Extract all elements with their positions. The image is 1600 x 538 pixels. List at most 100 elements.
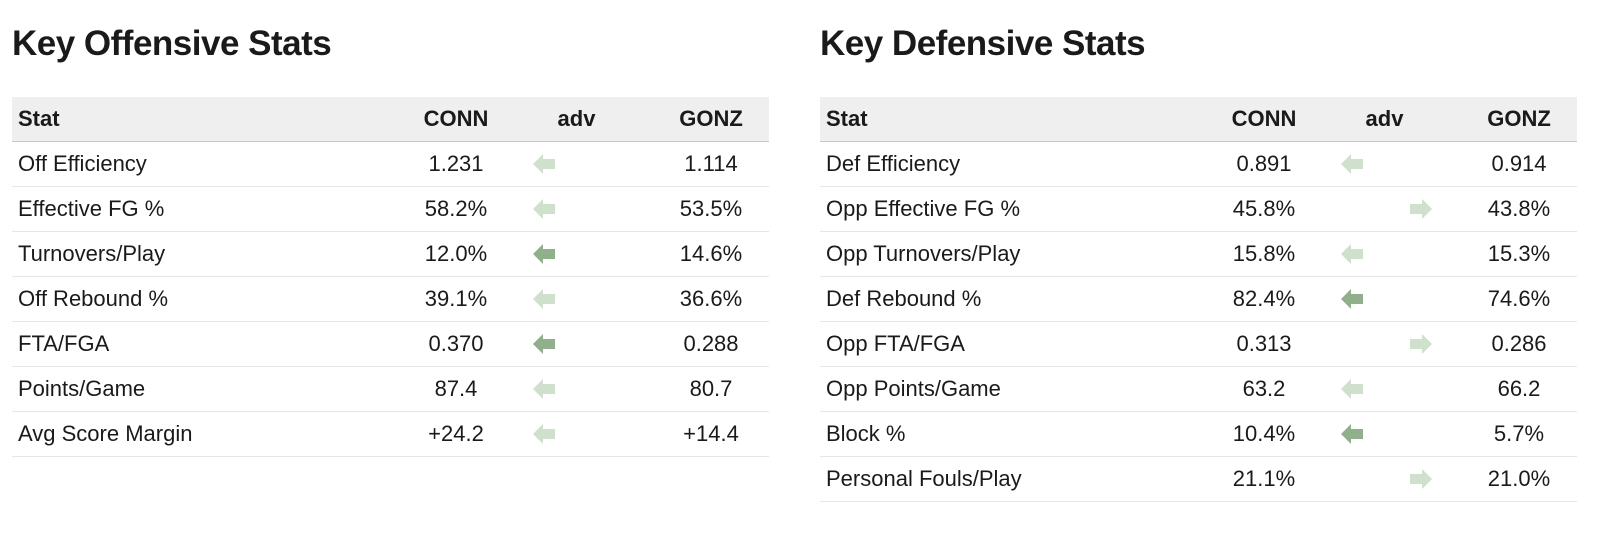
arrow-left-icon [533, 333, 555, 354]
stat-label: Def Efficiency [826, 150, 961, 176]
conn-value: 1.231 [428, 150, 484, 176]
stat-label: Block % [826, 420, 906, 446]
gonz-value: 43.8% [1487, 195, 1551, 221]
gonz-value: 66.2 [1497, 375, 1541, 401]
table-row: Turnovers/Play 12.0% 14.6% [12, 231, 769, 276]
conn-value: 39.1% [424, 285, 488, 311]
advantage-cell [1308, 141, 1461, 186]
advantage-cell [1308, 456, 1461, 501]
conn-value: 63.2 [1242, 375, 1286, 401]
conn-value: 21.1% [1232, 465, 1296, 491]
gonz-value: 0.288 [683, 330, 739, 356]
gonz-value: 74.6% [1487, 285, 1551, 311]
arrow-left-icon [533, 378, 555, 399]
stat-label: Points/Game [18, 375, 146, 401]
stat-label: Opp Turnovers/Play [826, 240, 1021, 266]
stat-label: Effective FG % [18, 195, 165, 221]
table-row: Off Efficiency 1.231 1.114 [12, 141, 769, 186]
conn-column-header: CONN [1220, 97, 1308, 142]
table-row: Off Rebound % 39.1% 36.6% [12, 276, 769, 321]
arrow-left-icon [1341, 243, 1363, 264]
advantage-cell [1308, 186, 1461, 231]
gonz-value: 36.6% [679, 285, 743, 311]
gonz-value: 1.114 [684, 150, 738, 176]
conn-value: 58.2% [424, 195, 488, 221]
gonz-value: 5.7% [1493, 420, 1545, 446]
gonz-column-header: GONZ [1461, 97, 1577, 142]
conn-value: 15.8% [1232, 240, 1296, 266]
table-row: Block % 10.4% 5.7% [820, 411, 1577, 456]
offensive-stats-title: Key Offensive Stats [12, 24, 332, 63]
stat-column-header: Stat [12, 97, 412, 142]
defensive-stats-table: Stat CONN adv GONZ Def Efficiency 0.891 0.… [820, 97, 1577, 502]
adv-column-header: adv [1308, 97, 1461, 142]
stat-label: Avg Score Margin [18, 420, 193, 446]
advantage-cell [500, 366, 653, 411]
arrow-left-icon [533, 153, 555, 174]
conn-value: 10.4% [1232, 420, 1296, 446]
defensive-stats-panel: Key Defensive Stats Stat CONN adv GONZ D… [820, 0, 1577, 502]
gonz-value: 80.7 [689, 375, 733, 401]
table-row: FTA/FGA 0.370 0.288 [12, 321, 769, 366]
table-header-row: Stat CONN adv GONZ [820, 97, 1577, 142]
table-row: Personal Fouls/Play 21.1% 21.0% [820, 456, 1577, 501]
stat-label: Def Rebound % [826, 285, 982, 311]
stat-label: Opp FTA/FGA [826, 330, 965, 356]
stat-label: Off Rebound % [18, 285, 169, 311]
table-row: Def Rebound % 82.4% 74.6% [820, 276, 1577, 321]
advantage-cell [500, 321, 653, 366]
gonz-value: +14.4 [683, 420, 739, 446]
stat-label: Opp Points/Game [826, 375, 1001, 401]
table-row: Effective FG % 58.2% 53.5% [12, 186, 769, 231]
stat-label: Opp Effective FG % [826, 195, 1021, 221]
table-row: Avg Score Margin +24.2 +14.4 [12, 411, 769, 456]
arrow-right-icon [1410, 333, 1432, 354]
conn-value: 0.370 [428, 330, 484, 356]
gonz-column-header: GONZ [653, 97, 769, 142]
advantage-cell [500, 411, 653, 456]
advantage-cell [1308, 321, 1461, 366]
advantage-cell [1308, 276, 1461, 321]
arrow-left-icon [1341, 288, 1363, 309]
adv-column-header: adv [500, 97, 653, 142]
gonz-value: 14.6% [679, 240, 743, 266]
arrow-left-icon [533, 198, 555, 219]
gonz-value: 21.0% [1487, 465, 1551, 491]
conn-value: 0.891 [1236, 150, 1292, 176]
arrow-right-icon [1410, 198, 1432, 219]
conn-column-header: CONN [412, 97, 500, 142]
advantage-cell [500, 186, 653, 231]
conn-value: 82.4% [1232, 285, 1296, 311]
stat-label: Personal Fouls/Play [826, 465, 1022, 491]
offensive-stats-table: Stat CONN adv GONZ Off Efficiency 1.231 1.… [12, 97, 769, 457]
conn-value: 0.313 [1236, 330, 1292, 356]
stat-label: FTA/FGA [18, 330, 110, 356]
stat-label: Off Efficiency [18, 150, 147, 176]
gonz-value: 53.5% [679, 195, 743, 221]
advantage-cell [1308, 231, 1461, 276]
stat-label: Turnovers/Play [18, 240, 166, 266]
advantage-cell [500, 231, 653, 276]
gonz-value: 15.3% [1487, 240, 1551, 266]
advantage-cell [1308, 366, 1461, 411]
arrow-left-icon [533, 423, 555, 444]
arrow-left-icon [533, 243, 555, 264]
gonz-value: 0.914 [1491, 150, 1547, 176]
conn-value: +24.2 [428, 420, 484, 446]
arrow-right-icon [1410, 468, 1432, 489]
offensive-stats-panel: Key Offensive Stats Stat CONN adv GONZ O… [12, 0, 769, 457]
defensive-stats-title: Key Defensive Stats [820, 24, 1146, 63]
conn-value: 45.8% [1232, 195, 1296, 221]
table-header-row: Stat CONN adv GONZ [12, 97, 769, 142]
arrow-left-icon [1341, 378, 1363, 399]
table-row: Def Efficiency 0.891 0.914 [820, 141, 1577, 186]
advantage-cell [1308, 411, 1461, 456]
conn-value: 12.0% [424, 240, 488, 266]
table-row: Opp Turnovers/Play 15.8% 15.3% [820, 231, 1577, 276]
advantage-cell [500, 141, 653, 186]
arrow-left-icon [1341, 423, 1363, 444]
arrow-left-icon [1341, 153, 1363, 174]
table-row: Opp Effective FG % 45.8% 43.8% [820, 186, 1577, 231]
gonz-value: 0.286 [1491, 330, 1547, 356]
table-row: Opp Points/Game 63.2 66.2 [820, 366, 1577, 411]
